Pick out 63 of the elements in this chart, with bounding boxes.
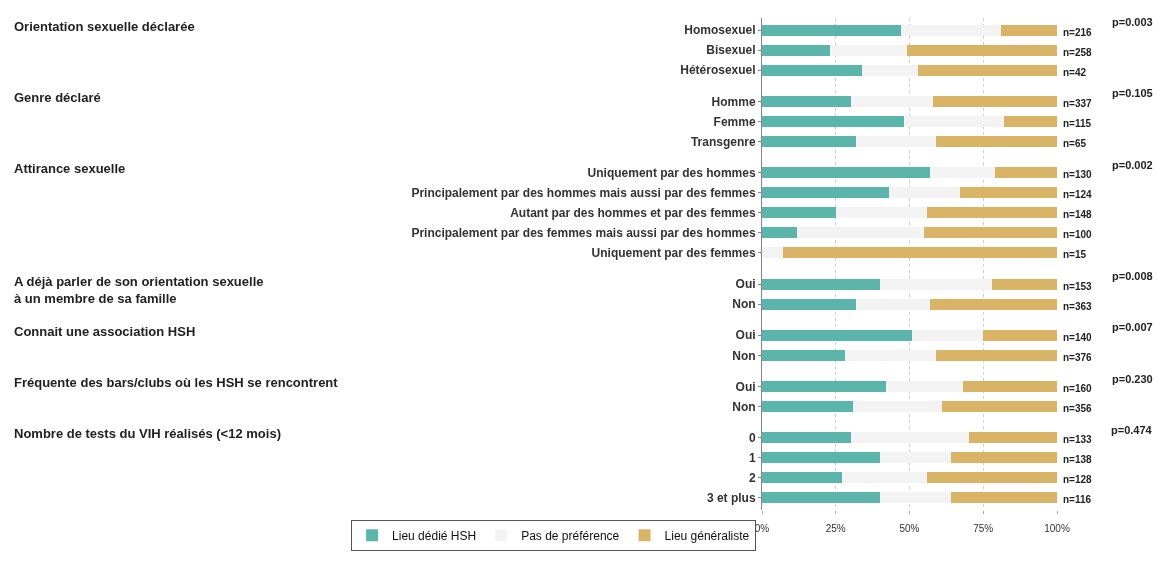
text: n=138 — [1063, 454, 1093, 465]
text: n=376 — [1063, 352, 1093, 363]
text: p=0.007 — [1112, 321, 1153, 333]
text: n=148 — [1063, 209, 1093, 220]
text: Connait une association HSH — [14, 324, 196, 339]
text: n=116 — [1063, 494, 1092, 505]
x-tick-label: 75% — [973, 523, 994, 534]
y-tick-label: Femme — [713, 114, 756, 129]
legend-label: Pas de préférence — [521, 529, 620, 544]
x-tick-label: 25% — [825, 523, 846, 534]
y-tick-label: Oui — [735, 328, 756, 343]
x-tick-label: 100% — [1044, 523, 1070, 534]
text: n=216 — [1063, 27, 1093, 38]
y-tick-label: Non — [732, 348, 756, 363]
y-tick-label: Hétérosexuel — [680, 63, 756, 78]
y-tick-label: 2 — [748, 471, 756, 486]
y-tick-label: 3 et plus — [706, 491, 756, 506]
text: n=15 — [1063, 249, 1087, 260]
text: A déjà parler de son orientation sexuelle à un membre de sa famille — [14, 274, 264, 306]
text: p=0.474 — [1111, 424, 1153, 436]
text: n=115 — [1063, 118, 1092, 129]
text: n=42 — [1063, 67, 1087, 78]
text: p=0.105 — [1112, 87, 1153, 99]
y-tick-label: Transgenre — [690, 134, 756, 149]
y-tick-label: Homme — [711, 94, 756, 109]
y-tick-label: Oui — [735, 277, 756, 292]
y-tick-label: 1 — [748, 450, 756, 465]
text: n=153 — [1063, 281, 1093, 292]
y-tick-label: Principalement par des hommes mais aussi par des femmes — [411, 185, 756, 200]
text: Attirance sexuelle — [14, 161, 126, 176]
text: Orientation sexuelle déclarée — [14, 19, 195, 34]
y-tick-label: Bisexuel — [706, 43, 756, 58]
text: n=356 — [1063, 403, 1093, 414]
text: n=65 — [1063, 138, 1087, 149]
y-tick-label: Non — [732, 399, 756, 414]
text: Fréquente des bars/clubs où les HSH se rencontrent — [14, 375, 339, 390]
text: Genre déclaré — [14, 90, 101, 105]
y-tick-label: Non — [732, 297, 756, 312]
x-tick-label: 50% — [899, 523, 920, 534]
text: n=130 — [1063, 169, 1093, 180]
text: n=337 — [1063, 98, 1093, 109]
y-tick-label: Uniquement par des femmes — [591, 246, 756, 261]
legend-label: Lieu dédié HSH — [392, 529, 477, 544]
y-tick-label: Principalement par des femmes mais aussi par des hommes — [411, 226, 756, 241]
text: n=133 — [1063, 434, 1093, 445]
text: p=0.002 — [1112, 159, 1153, 171]
y-tick-label: Uniquement par des hommes — [587, 165, 756, 180]
legend-label: Lieu généraliste — [664, 529, 750, 544]
text: n=160 — [1063, 383, 1093, 394]
y-tick-label: Autant par des hommes et par des femmes — [510, 205, 756, 220]
y-tick-label: 0 — [748, 430, 756, 445]
text: Nombre de tests du VIH réalisés (<12 mois) — [14, 426, 281, 441]
y-tick-label: Homosexuel — [684, 23, 756, 38]
text: n=363 — [1063, 301, 1093, 312]
text: n=100 — [1063, 229, 1093, 240]
text: n=140 — [1063, 332, 1093, 343]
text: n=124 — [1063, 189, 1093, 200]
text: p=0.230 — [1112, 373, 1153, 385]
text: n=128 — [1063, 474, 1093, 485]
y-tick-label: Oui — [735, 379, 756, 394]
text: p=0.008 — [1112, 270, 1153, 282]
text: n=258 — [1063, 47, 1093, 58]
text: p=0.003 — [1112, 16, 1153, 28]
